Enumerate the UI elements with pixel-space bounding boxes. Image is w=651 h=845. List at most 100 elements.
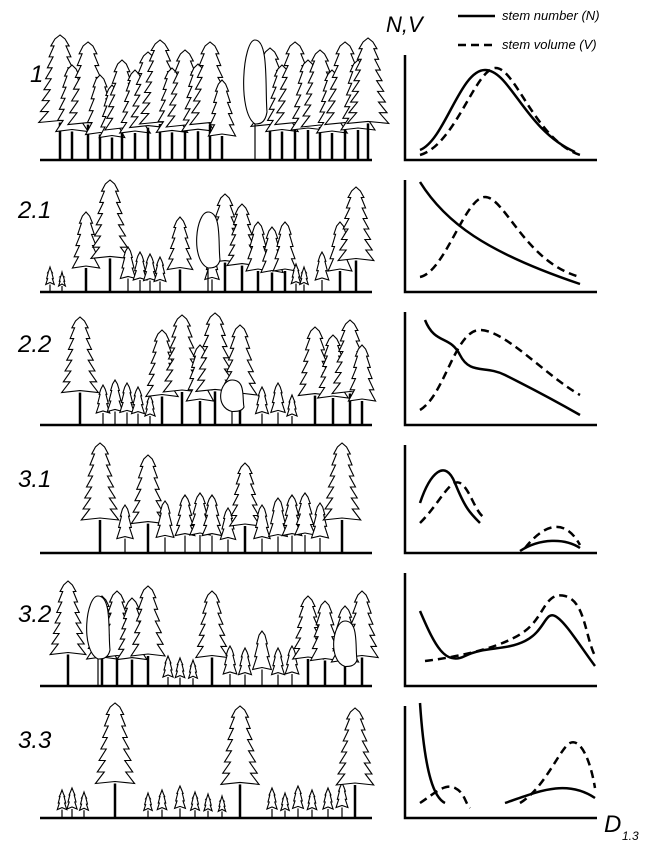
stem-number-curve (419, 68, 576, 154)
stem-number-curve (504, 786, 596, 805)
panel-axes (403, 445, 597, 555)
spruce-crown (60, 316, 100, 394)
stem-volume-curve (424, 594, 597, 663)
spruce-crown (57, 269, 67, 288)
panel-axes (403, 180, 597, 294)
spruce-crown (293, 492, 317, 536)
spruce-crown (222, 644, 238, 675)
stem-number-curve (418, 702, 446, 805)
spruce-crown (251, 630, 273, 671)
distribution-panel (403, 55, 597, 162)
stem-number-curve (418, 610, 597, 667)
spruce-crown (237, 646, 253, 676)
spruce-crown (48, 580, 88, 656)
y-axis-label: N,V (386, 12, 425, 37)
spruce-crown (306, 788, 318, 811)
spruce-crown (142, 252, 158, 282)
spruce-crown (44, 265, 56, 286)
spruce-crown (279, 791, 291, 812)
row-label: 2.2 (17, 331, 51, 358)
spruce-crown (345, 37, 391, 125)
spruce-crown (291, 784, 305, 810)
spruce-crown (219, 705, 261, 786)
spruce-crown (66, 786, 78, 810)
spruce-crown (310, 502, 330, 539)
spruce-crown (116, 503, 134, 540)
row-label: 3.3 (18, 727, 52, 754)
spruce-crown (153, 255, 167, 283)
spruce-crown (56, 788, 68, 811)
row-label: 3.2 (18, 601, 51, 628)
panel-axes (403, 312, 597, 427)
stem-volume-curve (419, 328, 581, 412)
spruce-crown (130, 454, 166, 525)
stem-volume-curve (419, 195, 581, 279)
spruce-crown (335, 781, 349, 809)
spruce-crown (253, 503, 271, 540)
broadleaf-crown (220, 379, 245, 413)
spruce-crown (189, 790, 201, 812)
forest-row: 3.1 (18, 442, 372, 555)
distribution-panel (403, 702, 597, 820)
distribution-panel (403, 445, 597, 555)
spruce-crown (297, 326, 333, 397)
spruce-crown (228, 462, 262, 527)
legend-label: stem volume (V) (502, 37, 597, 52)
spruce-crown (187, 658, 199, 680)
spruce-crown (89, 179, 131, 260)
broadleaf-crown (243, 39, 268, 125)
forest-row: 2.1 (17, 179, 376, 294)
spruce-crown (202, 792, 214, 812)
x-axis-label: D (604, 811, 621, 838)
spruce-crown (272, 221, 298, 272)
distribution-panel (403, 312, 597, 427)
row-label: 2.1 (17, 197, 51, 224)
panel-axes (403, 55, 597, 162)
spruce-crown (156, 788, 168, 811)
stem-number-curve (418, 181, 581, 286)
spruce-crown (80, 442, 120, 521)
spruce-crown (270, 381, 286, 414)
spruce-crown (322, 786, 334, 810)
spruce-crown (95, 383, 111, 414)
spruce-crown (290, 262, 302, 285)
stem-volume-curve (419, 481, 486, 524)
spruce-crown (119, 381, 135, 414)
spruce-crown (94, 702, 136, 785)
spruce-crown (207, 79, 237, 137)
panel-axes (403, 706, 597, 820)
forest-row: 3.2 (18, 580, 380, 688)
spruce-crown (174, 494, 196, 537)
forest-row: 2.2 (17, 312, 377, 427)
spruce-crown (194, 312, 236, 393)
spruce-crown (254, 385, 270, 415)
spruce-crown (132, 250, 148, 281)
distribution-panel (403, 573, 597, 688)
spruce-crown (322, 442, 362, 521)
spruce-crown (336, 186, 376, 262)
spruce-crown (270, 646, 286, 676)
stem-volume-curve (419, 785, 471, 809)
spruce-crown (219, 506, 237, 541)
broadleaf-crown (86, 595, 111, 660)
panel-axes (403, 573, 597, 688)
spruce-crown (347, 344, 377, 402)
spruce-crown (130, 385, 146, 415)
stem-number-curve (423, 319, 581, 417)
stem-volume-curve (519, 741, 597, 805)
row-label: 3.1 (18, 466, 51, 493)
spruce-crown (309, 600, 341, 662)
spruce-crown (155, 500, 175, 539)
forest-row: 3.3 (18, 702, 375, 820)
spruce-crown (201, 494, 223, 537)
row-label: 1 (30, 61, 43, 88)
spruce-crown (174, 656, 186, 679)
spruce-crown (119, 245, 137, 280)
stem-volume-curve (419, 66, 581, 157)
spruce-crown (284, 644, 300, 675)
spruce-crown (286, 393, 298, 417)
forest-row: 1 (30, 34, 391, 162)
broadleaf-crown (333, 620, 358, 668)
broadleaf-crown (196, 211, 221, 269)
spruce-crown (266, 786, 278, 810)
